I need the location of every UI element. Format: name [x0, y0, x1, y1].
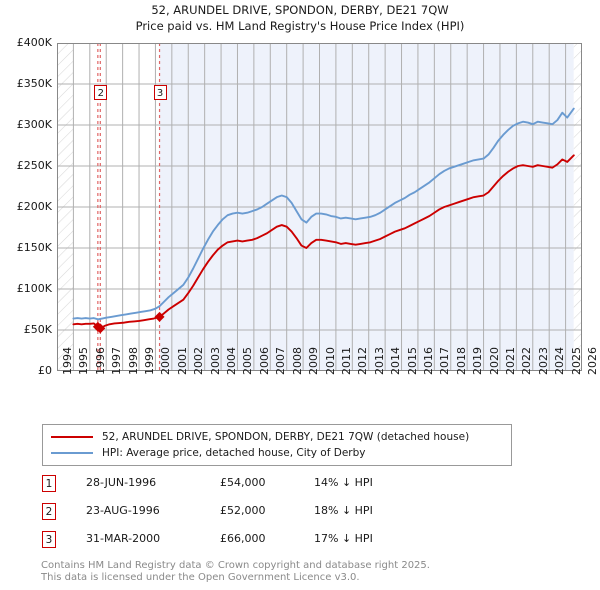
- chart-canvas: [57, 43, 582, 371]
- x-axis-tick-label: 2025: [569, 347, 583, 375]
- row-hpi-delta: 18% ↓ HPI: [314, 504, 373, 517]
- x-axis-tick-label: 2006: [257, 347, 271, 375]
- x-axis-tick-label: 2014: [389, 347, 403, 375]
- chart-border: [57, 43, 582, 371]
- x-axis-tick-label: 2023: [536, 347, 550, 375]
- x-axis-tick-label: 2019: [471, 347, 485, 375]
- price-history-chart: [57, 43, 582, 371]
- x-axis-tick-label: 2008: [290, 347, 304, 375]
- y-axis-tick-label: £0: [38, 364, 52, 377]
- footer-line-2: This data is licensed under the Open Gov…: [41, 572, 360, 583]
- y-axis-tick-label: £350K: [16, 77, 52, 90]
- x-axis-tick-label: 2021: [503, 347, 517, 375]
- footer-attribution: Contains HM Land Registry data © Crown c…: [41, 560, 561, 584]
- x-axis-tick-label: 2015: [405, 347, 419, 375]
- x-axis-tick-label: 2004: [225, 347, 239, 375]
- row-date: 23-AUG-1996: [86, 504, 160, 517]
- x-axis-tick-label: 2024: [553, 347, 567, 375]
- x-axis-tick-label: 2010: [323, 347, 337, 375]
- title-line-1: 52, ARUNDEL DRIVE, SPONDON, DERBY, DE21 …: [151, 3, 449, 17]
- y-axis-tick-label: £250K: [16, 159, 52, 172]
- y-axis-tick-label: £400K: [16, 36, 52, 49]
- chart-legend: 52, ARUNDEL DRIVE, SPONDON, DERBY, DE21 …: [42, 424, 512, 466]
- x-axis-tick-label: 1999: [143, 347, 157, 375]
- chart-series-lines: [72, 107, 575, 330]
- x-axis-tick-label: 2011: [339, 347, 353, 375]
- legend-item-property: 52, ARUNDEL DRIVE, SPONDON, DERBY, DE21 …: [51, 429, 503, 445]
- x-axis-tick-label: 2003: [208, 347, 222, 375]
- x-axis-tick-label: 2007: [274, 347, 288, 375]
- legend-item-hpi: HPI: Average price, detached house, City…: [51, 445, 503, 461]
- x-axis-tick-label: 2026: [586, 347, 599, 375]
- row-index-badge: 3: [42, 531, 56, 548]
- y-axis-tick-label: £50K: [23, 323, 52, 336]
- x-axis-tick-label: 2016: [421, 347, 435, 375]
- x-axis-tick-label: 2012: [356, 347, 370, 375]
- row-price: £52,000: [220, 504, 266, 517]
- y-axis-tick-label: £200K: [16, 200, 52, 213]
- x-axis-tick-label: 1997: [110, 347, 124, 375]
- row-index-badge: 1: [42, 475, 56, 492]
- x-axis-tick-label: 2017: [438, 347, 452, 375]
- x-axis-tick-label: 2013: [372, 347, 386, 375]
- chart-sale-points: [92, 311, 165, 334]
- table-row: 3 31-MAR-2000 £66,000 17% ↓ HPI: [42, 530, 512, 558]
- legend-label-hpi: HPI: Average price, detached house, City…: [102, 447, 366, 459]
- page-title: 52, ARUNDEL DRIVE, SPONDON, DERBY, DE21 …: [0, 2, 600, 34]
- title-line-2: Price paid vs. HM Land Registry's House …: [135, 19, 465, 33]
- y-axis-tick-label: £300K: [16, 118, 52, 131]
- y-axis-tick-label: £100K: [16, 282, 52, 295]
- chart-marker-badge: 3: [153, 85, 167, 100]
- x-axis-tick-label: 2000: [159, 347, 173, 375]
- row-hpi-delta: 14% ↓ HPI: [314, 476, 373, 489]
- x-axis-tick-label: 1996: [93, 347, 107, 375]
- x-axis-tick-label: 2005: [241, 347, 255, 375]
- row-date: 31-MAR-2000: [86, 532, 161, 545]
- table-row: 1 28-JUN-1996 £54,000 14% ↓ HPI: [42, 474, 512, 502]
- x-axis-tick-label: 2018: [454, 347, 468, 375]
- legend-swatch-hpi: [51, 452, 93, 454]
- row-date: 28-JUN-1996: [86, 476, 157, 489]
- x-axis-tick-label: 2001: [175, 347, 189, 375]
- y-axis-tick-label: £150K: [16, 241, 52, 254]
- chart-marker-badge: 2: [94, 85, 108, 100]
- legend-label-property: 52, ARUNDEL DRIVE, SPONDON, DERBY, DE21 …: [102, 431, 470, 443]
- x-axis-tick-label: 2022: [520, 347, 534, 375]
- row-price: £54,000: [220, 476, 266, 489]
- chart-gridlines: [57, 43, 582, 371]
- row-price: £66,000: [220, 532, 266, 545]
- table-row: 2 23-AUG-1996 £52,000 18% ↓ HPI: [42, 502, 512, 530]
- x-axis-tick-label: 1995: [77, 347, 91, 375]
- row-index-badge: 2: [42, 503, 56, 520]
- x-axis-tick-label: 2009: [307, 347, 321, 375]
- row-hpi-delta: 17% ↓ HPI: [314, 532, 373, 545]
- x-axis-tick-label: 1994: [61, 347, 74, 375]
- legend-swatch-property: [51, 436, 93, 438]
- x-axis-tick-label: 1998: [126, 347, 140, 375]
- x-axis-tick-label: 2020: [487, 347, 501, 375]
- transactions-table: 1 28-JUN-1996 £54,000 14% ↓ HPI 2 23-AUG…: [42, 474, 512, 558]
- x-axis-tick-label: 2002: [192, 347, 206, 375]
- footer-line-1: Contains HM Land Registry data © Crown c…: [41, 560, 430, 571]
